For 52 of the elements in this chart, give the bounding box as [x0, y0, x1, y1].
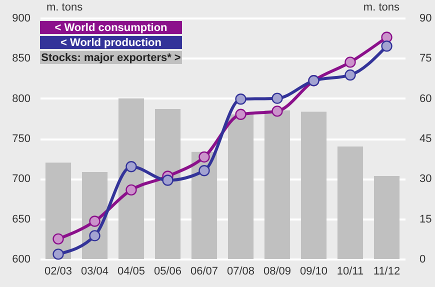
bar: [337, 146, 364, 259]
bar: [374, 176, 400, 259]
point: [235, 94, 246, 105]
text: Stocks: major exporters* >: [41, 52, 181, 64]
point: [126, 161, 137, 172]
text: < World production: [60, 37, 162, 49]
x-tick-label: 11/12: [373, 266, 400, 278]
x-tick-label: 06/07: [190, 266, 218, 278]
y2-tick-label: 60: [420, 92, 432, 105]
y2-tick-label: 0: [420, 254, 426, 266]
point: [198, 165, 210, 176]
point: [381, 40, 392, 52]
y2-tick-label: 45: [420, 133, 432, 145]
point: [126, 184, 137, 196]
x-tick-label: 02/03: [44, 266, 72, 278]
x-tick-label: 10/11: [336, 266, 364, 278]
point: [198, 151, 210, 163]
x-tick-label: 08/09: [263, 266, 292, 278]
bar: [264, 110, 290, 259]
point: [52, 248, 64, 260]
bar: [118, 98, 144, 259]
y-tick-label: 700: [12, 173, 30, 186]
y-tick-label: 600: [12, 254, 30, 266]
point: [235, 108, 246, 120]
point: [272, 106, 283, 117]
y2-tick-label: 75: [420, 52, 432, 65]
point: [52, 233, 64, 245]
y-tick-label: 900: [12, 12, 30, 24]
bar: [300, 112, 327, 259]
x-tick-label: 09/10: [300, 266, 328, 278]
point: [89, 216, 100, 227]
y2-tick-label: 30: [420, 173, 432, 186]
point: [272, 92, 283, 104]
y-tick-label: 750: [12, 133, 30, 145]
x-tick-label: 03/04: [80, 266, 109, 278]
bar: [154, 109, 181, 259]
y2-tick-label: 90: [420, 12, 432, 24]
y-axis-title: m. tons: [46, 2, 84, 14]
y2-axis-title: m. tons: [363, 2, 400, 14]
x-tick-label: 05/06: [154, 266, 182, 278]
y-tick-label: 650: [12, 213, 30, 226]
point: [89, 230, 100, 242]
point: [162, 174, 174, 186]
y-tick-label: 800: [12, 92, 30, 105]
y-tick-label: 850: [12, 52, 30, 65]
text: < World consumption: [54, 22, 168, 34]
x-tick-label: 07/08: [226, 266, 255, 278]
bar: [228, 114, 254, 259]
point: [344, 56, 356, 68]
point: [344, 69, 356, 81]
x-tick-label: 04/05: [117, 266, 146, 278]
y2-tick-label: 15: [420, 213, 432, 226]
